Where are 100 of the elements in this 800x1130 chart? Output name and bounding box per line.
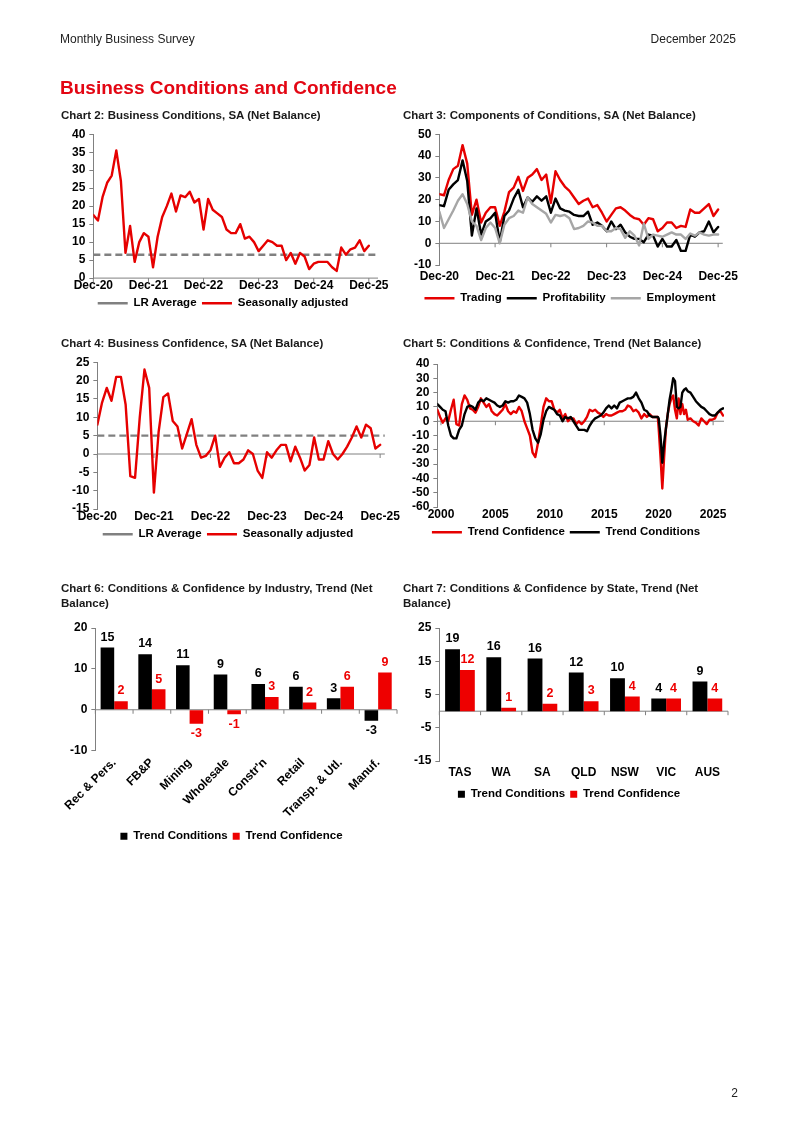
x-tick-label: WA: [491, 764, 512, 779]
x-tick-label: Dec-22: [531, 268, 571, 283]
bar: [138, 654, 152, 710]
y-tick-label: -50: [412, 485, 430, 500]
bar: [666, 698, 681, 712]
y-tick-label: 40: [415, 356, 430, 371]
y-tick-label: 5: [78, 252, 86, 267]
data-label: 3: [330, 680, 338, 695]
data-label: -3: [190, 726, 202, 741]
data-label: 6: [254, 666, 262, 681]
x-tick-label: Dec-24: [642, 268, 683, 283]
y-tick-label: 0: [422, 413, 430, 428]
chart-title: Chart 3: Components of Conditions, SA (Net Balance): [402, 108, 697, 123]
legend-label: Trend Confidence: [467, 525, 565, 538]
bar: [527, 658, 543, 712]
x-tick-label: 2005: [482, 506, 510, 521]
data-label: 9: [381, 654, 389, 669]
bar: [364, 710, 379, 721]
y-tick-label: -5: [420, 720, 432, 735]
data-label: 14: [138, 636, 153, 651]
bar: [459, 669, 475, 712]
x-tick-label: SA: [534, 764, 552, 779]
y-tick-label: 15: [71, 216, 86, 231]
x-tick-label: TAS: [448, 764, 472, 779]
data-label: 4: [655, 680, 663, 695]
x-tick-label: Dec-24: [303, 508, 344, 523]
x-tick-label: Dec-21: [134, 508, 174, 523]
y-tick-label: 40: [417, 148, 432, 163]
bar: [583, 701, 599, 712]
bar: [326, 698, 341, 710]
legend-label: Trend Conditions: [133, 829, 228, 842]
y-tick-label: 10: [71, 234, 86, 249]
y-tick-label: 10: [415, 399, 430, 414]
bar: [445, 649, 460, 712]
x-tick-label: VIC: [656, 764, 677, 779]
x-tick-label: 2025: [699, 506, 727, 521]
x-tick-label: Dec-25: [349, 277, 389, 292]
data-label: 12: [569, 654, 584, 669]
bar: [227, 710, 241, 715]
y-tick-label: -10: [412, 427, 430, 442]
data-label: 10: [610, 660, 625, 675]
x-tick-label: Dec-22: [190, 508, 231, 523]
bar: [151, 689, 166, 710]
data-label: 2: [546, 686, 554, 701]
y-tick-label: -40: [412, 470, 430, 485]
x-tick-label: QLD: [571, 764, 597, 779]
x-tick-label: Dec-23: [586, 268, 627, 283]
x-tick-label: 2020: [645, 506, 673, 521]
y-tick-label: -10: [72, 483, 90, 498]
y-tick-label: 15: [417, 653, 432, 668]
bar: [100, 647, 115, 710]
y-tick-label: 40: [71, 126, 86, 141]
bar: [692, 681, 708, 712]
y-tick-label: 0: [80, 702, 88, 717]
data-label: 2: [306, 684, 314, 699]
x-tick-label: 2010: [536, 506, 564, 521]
data-label: 19: [445, 631, 460, 646]
text: Business Conditions and Confidence: [60, 77, 397, 99]
x-tick-label: Dec-21: [475, 268, 516, 283]
bar: [624, 696, 640, 712]
y-tick-label: 0: [424, 235, 432, 250]
bar: [289, 686, 303, 710]
data-label: 2: [117, 683, 125, 698]
y-tick-label: -30: [412, 456, 430, 471]
data-label: 9: [217, 656, 225, 671]
chart-title: Chart 7: Conditions & Confidence by State, Trend (Net Balance): [402, 581, 700, 611]
data-label: 6: [343, 669, 351, 684]
data-label: -1: [228, 716, 240, 731]
data-label: 11: [176, 647, 190, 662]
x-tick-label: 2015: [590, 506, 618, 521]
chart-title: Chart 2: Business Conditions, SA (Net Balance): [60, 108, 322, 123]
x-tick-label: Dec-22: [183, 277, 224, 292]
y-tick-label: 30: [415, 370, 430, 385]
data-label: 12: [460, 652, 475, 667]
bar: [251, 684, 266, 710]
y-tick-label: 25: [71, 180, 86, 195]
bar: [542, 703, 558, 712]
y-tick-label: 20: [75, 372, 90, 387]
data-label: 4: [711, 680, 719, 695]
bar: [610, 678, 625, 712]
text: December 2025: [650, 32, 736, 46]
bar: [707, 698, 723, 712]
y-tick-label: 35: [71, 144, 86, 159]
x-tick-label: Dec-23: [247, 508, 288, 523]
data-label: 4: [628, 678, 636, 693]
bar: [501, 707, 517, 712]
bar: [265, 697, 279, 710]
bar: [176, 665, 190, 710]
legend-label: Seasonally adjusted: [242, 527, 354, 540]
y-tick-label: 10: [417, 213, 432, 228]
x-tick-label: Dec-21: [128, 277, 169, 292]
data-label: 6: [292, 669, 300, 684]
y-tick-label: 10: [73, 661, 88, 676]
chart-title: Chart 4: Business Confidence, SA (Net Balance): [60, 336, 325, 351]
legend-label: Trend Confidence: [245, 829, 343, 842]
y-tick-label: 20: [71, 198, 86, 213]
bar: [378, 672, 392, 710]
data-label: 1: [505, 690, 513, 705]
legend-label: Profitability: [542, 291, 607, 304]
bar: [189, 710, 204, 724]
